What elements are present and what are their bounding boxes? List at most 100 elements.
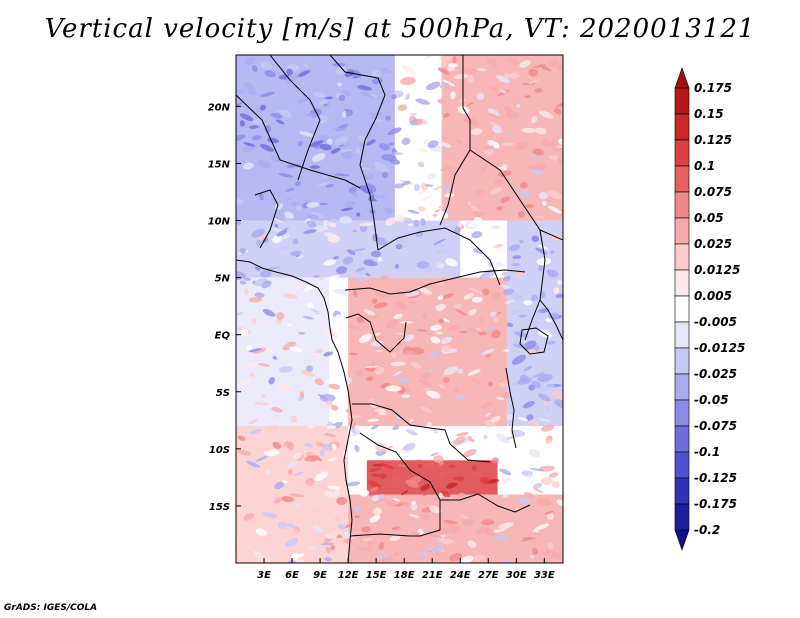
y-tick-label: 5S	[216, 388, 230, 399]
field-cell	[428, 352, 440, 359]
field-cell	[297, 70, 311, 77]
car-border	[377, 227, 501, 286]
field-cell	[296, 255, 305, 259]
x-tick-label: 18E	[394, 570, 415, 581]
field-cell	[333, 173, 350, 177]
colorbar-label: -0.05	[694, 393, 729, 407]
field-cell	[411, 361, 422, 369]
field-cell	[281, 479, 288, 484]
field-cell	[348, 324, 358, 330]
field-cell	[537, 308, 550, 313]
field-cell	[420, 513, 430, 521]
namibia-border	[349, 533, 420, 537]
field-cell	[328, 221, 337, 228]
field-cell	[556, 145, 563, 149]
field-cell	[299, 131, 314, 137]
field-cell	[410, 503, 418, 511]
field-cell	[323, 219, 328, 227]
grads-credit: GrADS: IGES/COLA	[4, 603, 98, 613]
field-cell	[378, 143, 390, 151]
field-cell	[310, 308, 320, 313]
field-cell	[393, 151, 404, 156]
field-cell	[289, 493, 305, 498]
field-cell	[407, 209, 420, 214]
field-cell	[369, 515, 381, 523]
field-cell	[311, 212, 325, 219]
field-cell	[393, 183, 405, 189]
field-cell	[323, 232, 339, 239]
field-cell	[387, 404, 393, 407]
chart-title: Vertical velocity [m/s] at 500hPa, VT: 2…	[44, 14, 756, 44]
field-cell	[425, 81, 441, 91]
field-cell	[236, 102, 244, 109]
field-cell	[397, 376, 411, 385]
field-cell	[493, 317, 499, 323]
field-cell	[411, 501, 416, 505]
field-cell	[276, 230, 288, 237]
field-cell	[436, 262, 445, 269]
field-cell	[277, 522, 288, 529]
field-cell	[454, 226, 461, 235]
field-cell	[298, 331, 306, 335]
field-cell	[305, 220, 317, 228]
chart-canvas: 3E 6E 9E 12E 15E 18E 21E 24E 27E 30E 33E 20N 15N 10N…	[208, 54, 745, 581]
field-cell	[239, 328, 249, 337]
field-cell	[361, 537, 374, 542]
field-cell	[296, 204, 302, 212]
field-cell	[547, 517, 554, 521]
field-cell	[534, 215, 546, 219]
x-tick-label: 15E	[366, 570, 387, 581]
field-cell	[375, 443, 388, 452]
field-cell	[318, 458, 323, 462]
field-cell	[371, 298, 378, 304]
field-cell	[384, 207, 393, 215]
field-cell	[426, 332, 434, 337]
field-cell	[516, 141, 528, 151]
field-cell	[332, 127, 347, 132]
field-cell	[504, 73, 520, 79]
field-cell	[481, 288, 490, 296]
field-cell	[526, 251, 540, 257]
field-cell	[420, 484, 431, 491]
field-cell	[380, 556, 394, 563]
field-cell	[426, 532, 442, 538]
field-cell	[528, 448, 541, 458]
field-cell	[304, 455, 320, 462]
field-cell	[342, 256, 354, 265]
colorbar-swatch	[674, 321, 690, 349]
field-cell	[435, 248, 449, 255]
field-cell	[536, 498, 552, 506]
field-cell	[380, 493, 385, 500]
field-cell	[488, 86, 499, 93]
field-cell	[348, 352, 358, 356]
field-cell	[318, 99, 330, 106]
field-cell	[506, 414, 514, 421]
field-cell	[485, 58, 496, 65]
colorbar: 0.175 0.15 0.125 0.1 0.075 0.05 0.025 0.0125 0.0…	[674, 67, 745, 551]
field-cell	[485, 354, 492, 358]
field-cell	[305, 113, 319, 117]
field-cell	[527, 473, 532, 478]
field-cell	[341, 143, 351, 148]
field-cell	[292, 452, 303, 460]
colorbar-swatch	[674, 425, 690, 453]
field-cell	[355, 148, 361, 154]
field-cell	[514, 271, 527, 278]
field-cell	[322, 327, 337, 338]
field-cell	[352, 289, 358, 298]
field-cell	[403, 334, 415, 342]
field-cell	[331, 443, 337, 451]
field-cell	[256, 159, 272, 169]
field-cell	[379, 473, 387, 480]
field-cell	[427, 172, 437, 180]
field-cell	[529, 555, 535, 559]
field-cell	[547, 542, 554, 550]
field-cell	[389, 535, 401, 542]
field-cell	[472, 210, 484, 217]
field-cell	[307, 425, 316, 429]
colorbar-label: 0.175	[694, 81, 732, 95]
field-cell	[370, 340, 384, 347]
field-cell	[381, 154, 397, 161]
colorbar-label: -0.025	[694, 367, 737, 381]
field-cell	[395, 237, 410, 244]
